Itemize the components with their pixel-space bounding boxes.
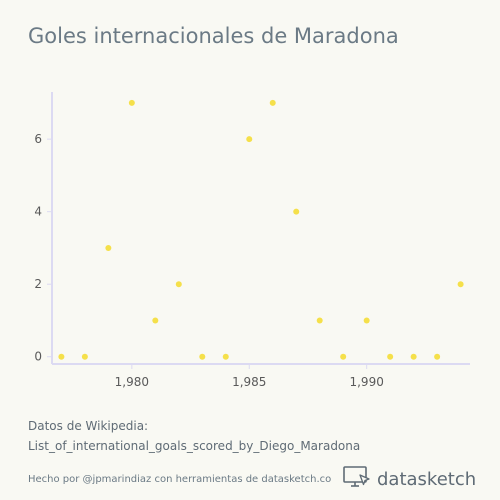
data-point[interactable]	[128, 99, 135, 106]
x-tick-label: 1,990	[349, 375, 383, 389]
brand-logo: datasketch	[343, 466, 476, 492]
data-point[interactable]	[175, 281, 182, 288]
x-ticks: 1,980 1,985 1,990	[115, 364, 384, 389]
source-line-2: List_of_international_goals_scored_by_Di…	[28, 439, 361, 453]
data-point[interactable]	[410, 353, 417, 360]
brand-name: datasketch	[377, 468, 477, 490]
monitor-cursor-icon	[343, 466, 371, 492]
data-point[interactable]	[457, 281, 464, 288]
chart-title: Goles internacionales de Maradona	[28, 24, 399, 48]
y-tick-label: 6	[34, 132, 42, 146]
data-point[interactable]	[269, 99, 276, 106]
y-ticks: 0 2 4 6	[34, 132, 52, 364]
data-point[interactable]	[340, 353, 347, 360]
data-point[interactable]	[105, 244, 112, 251]
data-point[interactable]	[58, 353, 65, 360]
data-point[interactable]	[363, 317, 370, 324]
source-line-1: Datos de Wikipedia:	[28, 419, 149, 433]
data-point[interactable]	[81, 353, 88, 360]
data-point[interactable]	[222, 353, 229, 360]
data-point[interactable]	[293, 208, 300, 215]
data-point[interactable]	[152, 317, 159, 324]
y-tick-label: 0	[34, 350, 42, 364]
data-point[interactable]	[434, 353, 441, 360]
footer-credit: Hecho por @jpmarindiaz con herramientas …	[28, 474, 332, 485]
data-point[interactable]	[387, 353, 394, 360]
data-point[interactable]	[199, 353, 206, 360]
data-point[interactable]	[246, 136, 253, 143]
data-point[interactable]	[316, 317, 323, 324]
y-tick-label: 4	[34, 205, 42, 219]
y-tick-label: 2	[34, 277, 42, 291]
x-tick-label: 1,985	[232, 375, 266, 389]
data-source-note: Datos de Wikipedia: List_of_internationa…	[28, 416, 360, 456]
axes	[51, 92, 470, 365]
data-points	[58, 99, 464, 360]
x-tick-label: 1,980	[115, 375, 149, 389]
